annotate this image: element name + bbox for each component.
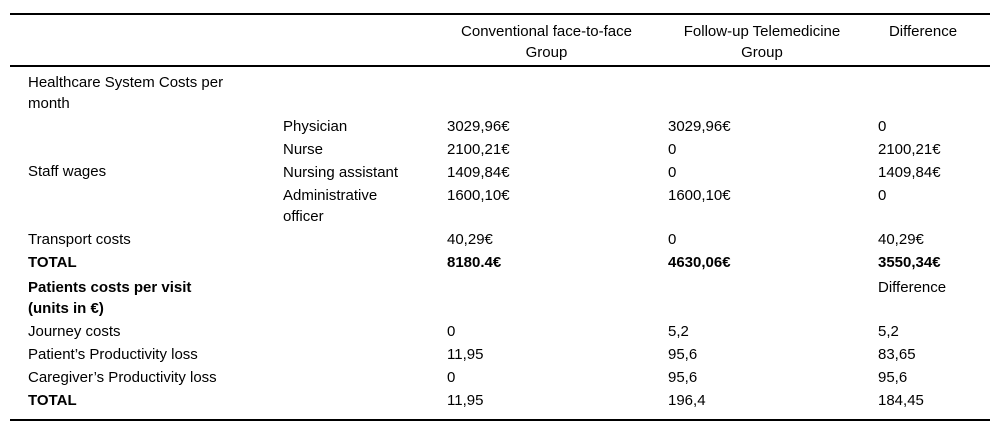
patient-productivity-difference-value: 83,65 [878,346,916,363]
patient-section-difference-label: Difference [878,279,947,296]
table-row-healthcare-total: TOTAL 8180.4€ 4630,06€ 3550,34€ [10,251,990,274]
transport-difference-value: 40,29€ [878,231,924,248]
patient-total-difference-value: 184,45 [878,392,924,409]
empty-cell [447,274,668,320]
patient-productivity-telemedicine-value: 95,6 [668,346,698,363]
healthcare-total-difference-value: 3550,34€ [878,254,941,271]
empty-cell [668,274,878,320]
physician-conventional-value: 3029,96€ [447,118,510,135]
transport-conventional-value: 40,29€ [447,231,493,248]
transport-telemedicine-value: 0 [668,231,677,248]
journey-conventional-value: 0 [447,323,456,340]
row-label-nurse: Nurse [283,141,324,158]
empty-cell [283,366,447,389]
caregiver-productivity-difference-value: 95,6 [878,369,908,386]
patient-total-conventional-value: 11,95 [447,392,484,409]
healthcare-total-conventional-value: 8180.4€ [447,254,502,271]
physician-difference-value: 0 [878,118,887,135]
header-spacer-cell [10,14,447,67]
row-label-patient-productivity-loss: Patient’s Productivity loss [28,346,198,363]
patient-total-telemedicine-value: 196,4 [668,392,706,409]
empty-cell [878,66,990,115]
column-header-conventional-group: Conventional face-to-face Group [447,14,668,67]
row-label-journey-costs: Journey costs [28,323,121,340]
table-row-caregiver-productivity-loss: Caregiver’s Productivity loss 0 95,6 95,… [10,366,990,389]
table-row-patient-total: TOTAL 11,95 196,4 184,45 [10,389,990,420]
patient-productivity-conventional-value: 11,95 [447,346,484,363]
table-row-transport-costs: Transport costs 40,29€ 0 40,29€ [10,228,990,251]
row-label-physician: Physician [283,118,348,135]
nurse-difference-value: 2100,21€ [878,141,941,158]
empty-cell [283,228,447,251]
table-row-patient-productivity-loss: Patient’s Productivity loss 11,95 95,6 8… [10,343,990,366]
cost-comparison-table: Conventional face-to-face Group Follow-u… [10,13,990,421]
table-row-nurse: Nurse 2100,21€ 0 2100,21€ [10,138,990,161]
journey-difference-value: 5,2 [878,323,899,340]
administrative-officer-telemedicine-value: 1600,10€ [668,187,731,204]
row-label-transport-costs: Transport costs [28,231,131,248]
table-row-nursing-assistant: Nursing assistant 1409,84€ 0 1409,84€ [10,161,990,184]
row-label-nursing-assistant: Nursing assistant [283,164,399,181]
empty-cell [283,389,447,420]
nurse-conventional-value: 2100,21€ [447,141,510,158]
group-label-staff-wages: Staff wages [28,163,107,180]
nurse-telemedicine-value: 0 [668,141,677,158]
table-header-row: Conventional face-to-face Group Follow-u… [10,14,990,67]
administrative-officer-conventional-value: 1600,10€ [447,187,510,204]
column-header-telemedicine-group: Follow-up Telemedicine Group [668,14,878,67]
nursing-assistant-conventional-value: 1409,84€ [447,164,510,181]
table-row-journey-costs: Journey costs 0 5,2 5,2 [10,320,990,343]
journey-telemedicine-value: 5,2 [668,323,689,340]
section-title-healthcare-costs: Healthcare System Costs per month [28,74,224,112]
empty-cell [283,320,447,343]
empty-cell [283,251,447,274]
row-label-administrative-officer: Administrative officer [283,187,378,225]
section-title-patient-costs: Patients costs per visit (units in €) [28,279,192,317]
table-row-physician: Staff wages Physician 3029,96€ 3029,96€ … [10,115,990,180]
empty-cell [447,66,668,115]
section-row-healthcare-costs: Healthcare System Costs per month [10,66,990,115]
row-label-healthcare-total: TOTAL [28,254,77,271]
row-label-patient-total: TOTAL [28,392,77,409]
physician-telemedicine-value: 3029,96€ [668,118,731,135]
nursing-assistant-telemedicine-value: 0 [668,164,677,181]
empty-cell [283,343,447,366]
nursing-assistant-difference-value: 1409,84€ [878,164,941,181]
row-label-caregiver-productivity-loss: Caregiver’s Productivity loss [28,369,217,386]
administrative-officer-difference-value: 0 [878,187,887,204]
empty-cell [668,66,878,115]
healthcare-total-telemedicine-value: 4630,06€ [668,254,731,271]
section-row-patient-costs: Patients costs per visit (units in €) Di… [10,274,990,320]
table-row-administrative-officer: Administrative officer 1600,10€ 1600,10€… [10,184,990,228]
caregiver-productivity-telemedicine-value: 95,6 [668,369,698,386]
caregiver-productivity-conventional-value: 0 [447,369,456,386]
column-header-difference: Difference [878,14,990,67]
